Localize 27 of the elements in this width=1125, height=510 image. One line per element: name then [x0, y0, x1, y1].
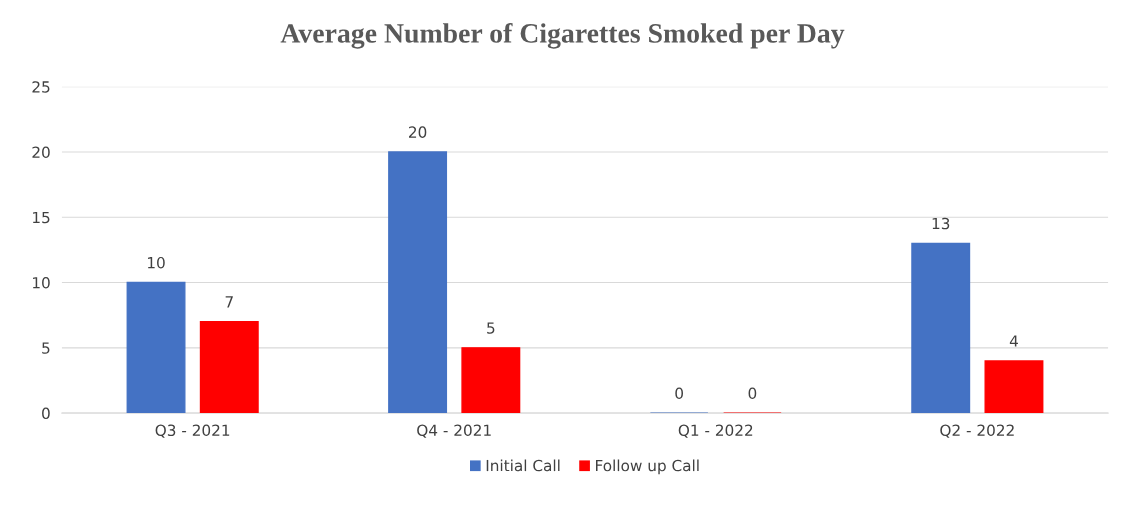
bar	[199, 321, 259, 414]
y-tick-label: 25	[32, 81, 50, 93]
y-tick-label: 15	[33, 211, 50, 224]
chart-title: Average Number of Cigarettes Smoked per Day	[280, 22, 845, 49]
bar	[911, 242, 971, 414]
bar	[984, 360, 1044, 414]
data-label: 10	[148, 256, 165, 269]
y-tick-label: 0	[42, 407, 50, 420]
data-label: 0	[748, 387, 757, 400]
bar	[461, 347, 521, 414]
legend-label: Initial Call	[486, 459, 560, 472]
y-tick-label: 10	[33, 277, 50, 289]
data-label: 20	[409, 126, 427, 138]
data-label: 4	[1009, 335, 1018, 347]
bar	[126, 281, 186, 414]
x-tick-label: Q1 - 2022	[678, 424, 753, 438]
bar	[388, 151, 448, 414]
y-tick-label: 5	[42, 342, 50, 354]
x-tick-label: Q4 - 2021	[417, 424, 491, 438]
data-label: 7	[225, 296, 233, 308]
y-tick-label: 20	[32, 146, 50, 158]
data-label: 13	[932, 217, 950, 230]
x-tick-label: Q2 - 2022	[940, 424, 1014, 438]
data-label: 5	[487, 322, 495, 334]
x-tick-label: Q3 - 2021	[155, 424, 230, 438]
data-label: 0	[675, 387, 684, 400]
legend-label: Follow up Call	[596, 459, 699, 475]
